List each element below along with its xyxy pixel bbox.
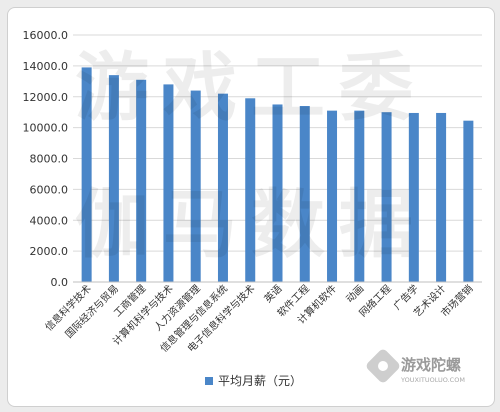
legend: 平均月薪（元） xyxy=(205,374,302,388)
logo: 游戏陀螺 YOUXITUOLUO.COM xyxy=(366,349,465,384)
bar xyxy=(245,98,256,282)
bar xyxy=(299,106,310,282)
x-tick-label: 动画 xyxy=(344,283,367,306)
x-tick-label: 英语 xyxy=(261,282,284,305)
bar xyxy=(108,75,119,282)
y-tick-label: 14000.0 xyxy=(23,60,69,73)
y-tick-label: 12000.0 xyxy=(23,91,69,104)
bar xyxy=(436,112,447,282)
bar xyxy=(190,90,201,282)
bar xyxy=(272,104,283,282)
bar xyxy=(81,67,92,282)
bar xyxy=(136,79,147,282)
y-tick-label: 0.0 xyxy=(51,276,69,289)
logo-subtext: YOUXITUOLUO.COM xyxy=(400,376,465,384)
bar xyxy=(381,112,392,282)
bar xyxy=(163,84,174,283)
y-tick-label: 2000.0 xyxy=(30,245,69,258)
legend-swatch xyxy=(205,377,213,385)
y-tick-label: 10000.0 xyxy=(23,122,69,135)
bar-chart: 0.0 2000.0 4000.0 6000.0 8000.0 10000.0 12000.… xyxy=(23,29,482,388)
y-tick-label: 16000.0 xyxy=(23,29,69,42)
logo-icon-dot xyxy=(378,361,388,371)
y-tick-label: 4000.0 xyxy=(30,214,69,227)
logo-text: 游戏陀螺 xyxy=(401,356,461,374)
bar xyxy=(354,110,365,282)
bars xyxy=(81,67,474,283)
x-axis-labels: 信息科学技术国际经济与贸易工商管理计算机科学与技术人力资源管理信息管理与信息系统… xyxy=(42,282,475,355)
y-tick-label: 6000.0 xyxy=(30,183,69,196)
y-axis-ticks: 0.0 2000.0 4000.0 6000.0 8000.0 10000.0 12000.… xyxy=(23,29,69,289)
bar xyxy=(463,120,474,282)
y-tick-label: 8000.0 xyxy=(30,153,69,166)
legend-label: 平均月薪（元） xyxy=(218,374,302,388)
bar xyxy=(408,112,419,282)
bar xyxy=(327,110,338,282)
chart-frame: 0.0 2000.0 4000.0 6000.0 8000.0 10000.0 12000.… xyxy=(7,7,495,407)
bar xyxy=(217,93,228,282)
